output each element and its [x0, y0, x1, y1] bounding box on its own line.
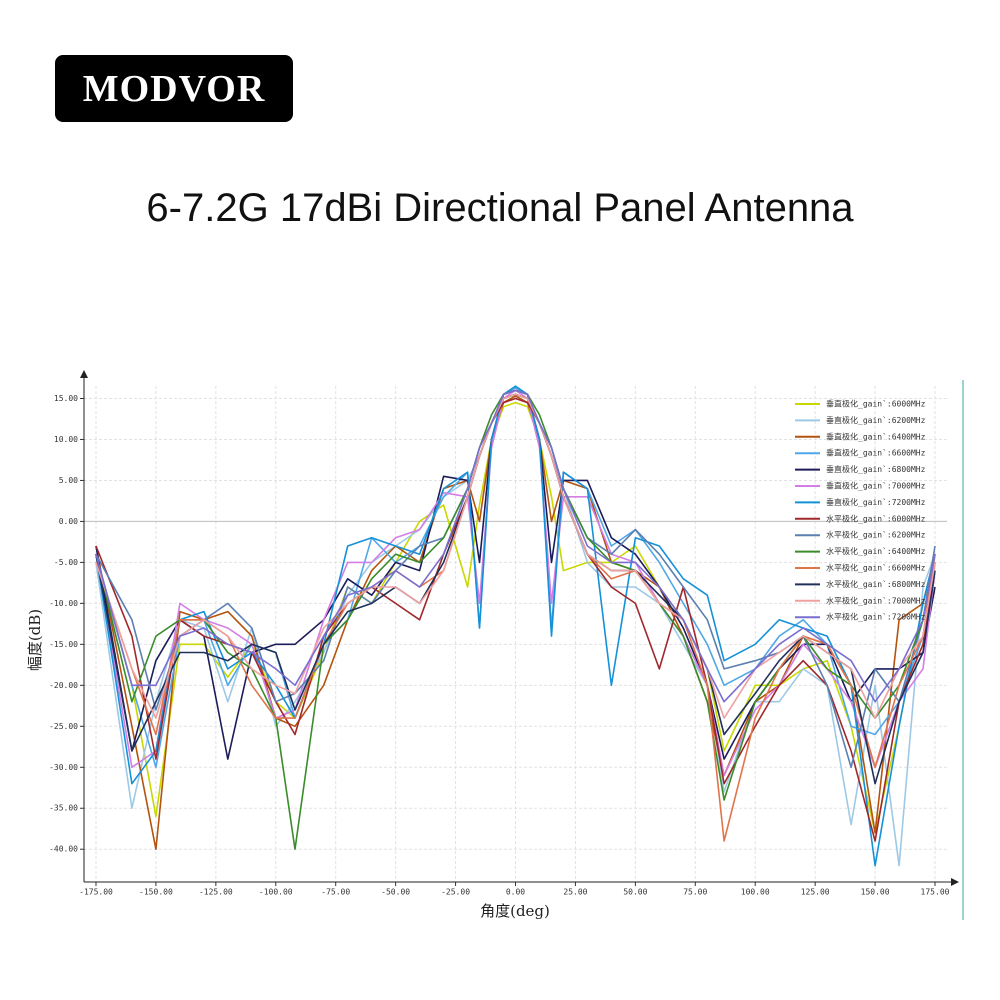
series-line: [95, 389, 936, 851]
legend-label: 垂直极化_gain`:6600MHz: [826, 448, 926, 458]
y-tick-label: -5.00: [54, 558, 78, 567]
legend-label: 垂直极化_gain`:6200MHz: [826, 415, 926, 425]
y-tick-label: 15.00: [54, 394, 78, 403]
legend-label: 垂直极化_gain`:6400MHz: [826, 431, 926, 441]
page-title: 6-7.2G 17dBi Directional Panel Antenna: [146, 186, 854, 230]
series-line: [95, 393, 936, 719]
y-tick-label: -20.00: [49, 681, 78, 690]
x-tick-label: 150.00: [861, 888, 890, 897]
y-tick-label: -30.00: [49, 763, 78, 772]
x-tick-label: 75.00: [683, 888, 707, 897]
x-tick-label: -100.00: [259, 888, 293, 897]
x-tick-label: 175.00: [921, 888, 950, 897]
logo: MODVOR: [55, 55, 293, 122]
legend-label: 垂直极化_gain`:7000MHz: [826, 481, 926, 491]
legend-label: 水平极化_gain`:7000MHz: [826, 595, 926, 605]
legend-label: 水平极化_gain`:6800MHz: [826, 579, 926, 589]
x-tick-label: -25.00: [441, 888, 470, 897]
x-tick-label: 125.00: [801, 888, 830, 897]
y-tick-label: -25.00: [49, 722, 78, 731]
y-tick-label: 0.00: [59, 517, 78, 526]
legend-label: 垂直极化_gain`:6800MHz: [826, 464, 926, 474]
x-tick-label: 50.00: [623, 888, 647, 897]
x-tick-label: 25.00: [563, 888, 587, 897]
y-tick-label: -10.00: [49, 599, 78, 608]
legend-label: 水平极化_gain`:6200MHz: [826, 530, 926, 540]
x-tick-label: -125.00: [199, 888, 233, 897]
y-tick-label: -40.00: [49, 845, 78, 854]
x-tick-label: -175.00: [79, 888, 113, 897]
series-line: [95, 397, 936, 842]
legend-label: 垂直极化_gain`:7200MHz: [826, 497, 926, 507]
x-tick-label: -150.00: [139, 888, 173, 897]
x-tick-label: 100.00: [741, 888, 770, 897]
series-line: [95, 389, 936, 777]
series-line: [95, 401, 936, 834]
y-axis-label: 幅度(dB): [26, 609, 44, 671]
legend-label: 水平极化_gain`:7200MHz: [826, 612, 926, 622]
y-axis-arrow: [80, 370, 88, 378]
legend-label: 水平极化_gain`:6400MHz: [826, 546, 926, 556]
y-tick-label: -15.00: [49, 640, 78, 649]
legend-label: 垂直极化_gain`:6000MHz: [826, 399, 926, 409]
series-line: [95, 389, 936, 703]
x-axis-label: 角度(deg): [480, 902, 550, 920]
x-tick-label: -50.00: [381, 888, 410, 897]
y-tick-label: 5.00: [59, 476, 78, 485]
series-line: [95, 385, 936, 867]
y-tick-label: -35.00: [49, 804, 78, 813]
legend-label: 水平极化_gain`:6000MHz: [826, 513, 926, 523]
x-tick-label: 0.00: [506, 888, 525, 897]
x-tick-label: -75.00: [321, 888, 350, 897]
legend-label: 水平极化_gain`:6600MHz: [826, 563, 926, 573]
x-axis-arrow: [951, 878, 959, 886]
y-tick-label: 10.00: [54, 435, 78, 444]
